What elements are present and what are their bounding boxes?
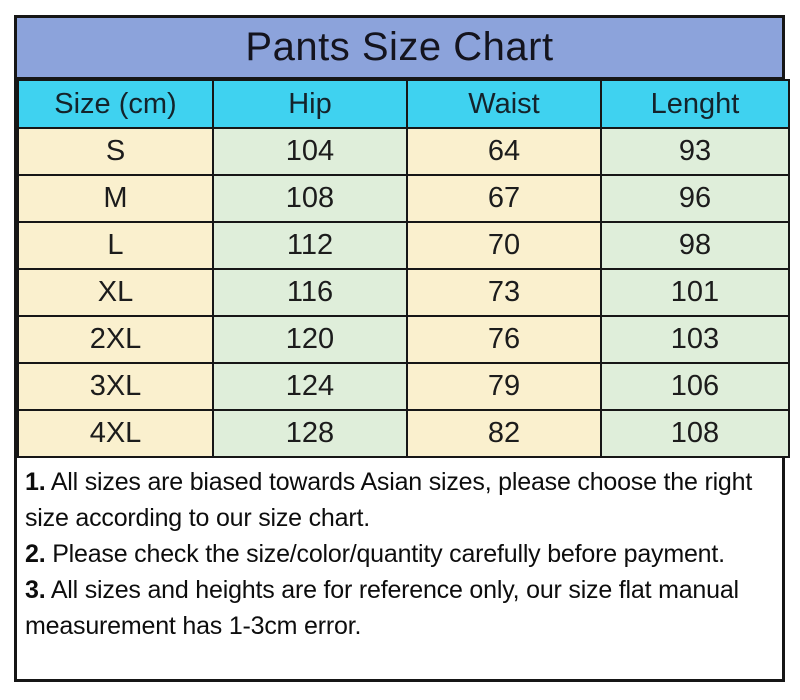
note-1: 1. All sizes are biased towards Asian si… bbox=[25, 464, 774, 536]
column-header-waist: Waist bbox=[406, 79, 602, 129]
size-label-cell: 3XL bbox=[17, 362, 214, 411]
pants-size-chart: Pants Size Chart Size (cm) Hip Waist Len… bbox=[14, 15, 790, 682]
note-2-text: Please check the size/color/quantity car… bbox=[45, 540, 725, 568]
note-3-number: 3. bbox=[25, 576, 46, 604]
note-2: 2. Please check the size/color/quantity … bbox=[25, 536, 774, 572]
measurement-cell: 124 bbox=[212, 362, 408, 411]
size-table-body: S 104 64 93 M 108 67 96 L 112 70 98 XL 116 73 101 2XL 120… bbox=[17, 127, 790, 458]
table-row: S 104 64 93 bbox=[17, 127, 790, 176]
measurement-cell: 64 bbox=[406, 127, 602, 176]
column-header-length: Lenght bbox=[600, 79, 790, 129]
notes-section: 1. All sizes are biased towards Asian si… bbox=[17, 458, 782, 679]
note-3-text: All sizes and heights are for reference … bbox=[25, 576, 739, 640]
size-label-cell: M bbox=[17, 174, 214, 223]
measurement-cell: 76 bbox=[406, 315, 602, 364]
table-row: 4XL 128 82 108 bbox=[17, 409, 790, 458]
column-header-size: Size (cm) bbox=[17, 79, 214, 129]
measurement-cell: 73 bbox=[406, 268, 602, 317]
measurement-cell: 108 bbox=[600, 409, 790, 458]
measurement-cell: 67 bbox=[406, 174, 602, 223]
note-3: 3. All sizes and heights are for referen… bbox=[25, 572, 774, 644]
measurement-cell: 79 bbox=[406, 362, 602, 411]
measurement-cell: 98 bbox=[600, 221, 790, 270]
measurement-cell: 103 bbox=[600, 315, 790, 364]
measurement-cell: 101 bbox=[600, 268, 790, 317]
size-label-cell: XL bbox=[17, 268, 214, 317]
measurement-cell: 112 bbox=[212, 221, 408, 270]
table-row: L 112 70 98 bbox=[17, 221, 790, 270]
chart-title-bar: Pants Size Chart bbox=[17, 18, 782, 79]
note-1-text: All sizes are biased towards Asian sizes… bbox=[25, 468, 753, 532]
measurement-cell: 128 bbox=[212, 409, 408, 458]
size-table: Size (cm) Hip Waist Lenght S 104 64 93 M 108 6… bbox=[17, 79, 790, 458]
table-row: 2XL 120 76 103 bbox=[17, 315, 790, 364]
table-row: M 108 67 96 bbox=[17, 174, 790, 223]
measurement-cell: 96 bbox=[600, 174, 790, 223]
size-label-cell: S bbox=[17, 127, 214, 176]
measurement-cell: 70 bbox=[406, 221, 602, 270]
table-row: 3XL 124 79 106 bbox=[17, 362, 790, 411]
note-2-number: 2. bbox=[25, 540, 46, 568]
measurement-cell: 116 bbox=[212, 268, 408, 317]
header-row: Size (cm) Hip Waist Lenght bbox=[17, 79, 790, 129]
measurement-cell: 108 bbox=[212, 174, 408, 223]
measurement-cell: 104 bbox=[212, 127, 408, 176]
size-table-header: Size (cm) Hip Waist Lenght bbox=[17, 79, 790, 129]
size-label-cell: 4XL bbox=[17, 409, 214, 458]
measurement-cell: 106 bbox=[600, 362, 790, 411]
table-row: XL 116 73 101 bbox=[17, 268, 790, 317]
column-header-hip: Hip bbox=[212, 79, 408, 129]
size-label-cell: 2XL bbox=[17, 315, 214, 364]
measurement-cell: 120 bbox=[212, 315, 408, 364]
note-1-number: 1. bbox=[25, 468, 46, 496]
measurement-cell: 93 bbox=[600, 127, 790, 176]
chart-title: Pants Size Chart bbox=[245, 25, 554, 69]
size-label-cell: L bbox=[17, 221, 214, 270]
measurement-cell: 82 bbox=[406, 409, 602, 458]
